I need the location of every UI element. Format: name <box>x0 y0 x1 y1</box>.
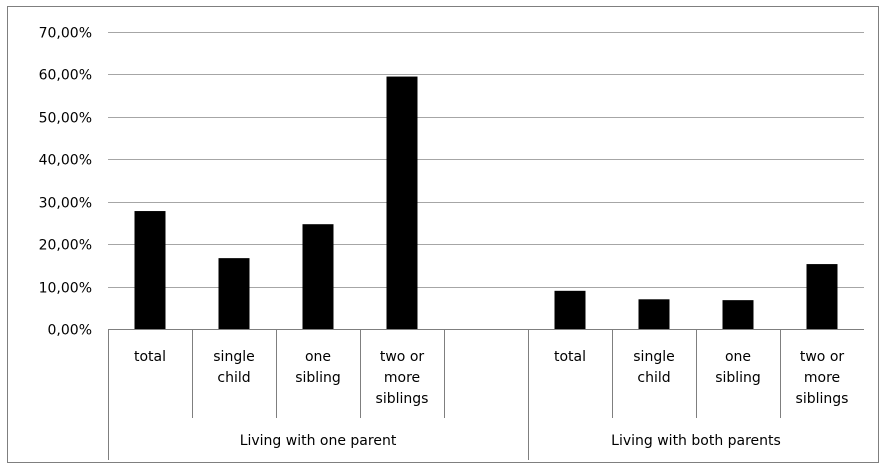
category-label: two or <box>800 349 845 365</box>
group-label: Living with both parents <box>611 433 781 449</box>
group-labels: Living with one parent Living with both p… <box>240 433 781 449</box>
category-label: single <box>213 349 254 365</box>
category-labels: total single child one sibling two or more sibl… <box>134 349 848 407</box>
y-tick-label: 20,00% <box>39 238 92 254</box>
gridlines <box>108 32 864 330</box>
category-label: more <box>804 370 840 386</box>
chart-border <box>7 6 879 463</box>
category-label: one <box>725 349 751 365</box>
category-label: single <box>633 349 674 365</box>
bar <box>134 211 166 329</box>
y-tick-label: 50,00% <box>39 111 92 127</box>
bar <box>638 299 670 329</box>
y-tick-label: 30,00% <box>39 196 92 212</box>
category-label: total <box>134 349 166 365</box>
category-label: child <box>217 370 250 386</box>
y-tick-label: 0,00% <box>48 323 92 339</box>
category-label: two or <box>380 349 425 365</box>
bar <box>218 258 250 329</box>
category-label: total <box>554 349 586 365</box>
bar <box>386 76 418 329</box>
group-label: Living with one parent <box>240 433 397 449</box>
bar <box>806 264 838 329</box>
category-label: more <box>384 370 420 386</box>
bar <box>722 300 754 329</box>
category-label: siblings <box>376 391 429 407</box>
y-tick-label: 40,00% <box>39 153 92 169</box>
category-label: sibling <box>295 370 341 386</box>
y-tick-label: 70,00% <box>39 26 92 42</box>
x-axis <box>108 329 781 460</box>
category-label: sibling <box>715 370 761 386</box>
bar <box>554 290 586 329</box>
category-label: child <box>637 370 670 386</box>
category-label: siblings <box>796 391 849 407</box>
bar <box>302 224 334 329</box>
category-label: one <box>305 349 331 365</box>
y-axis-tick-labels: 0,00% 10,00% 20,00% 30,00% 40,00% 50,00% 60,00… <box>39 26 92 339</box>
bars <box>134 76 838 329</box>
y-tick-label: 10,00% <box>39 281 92 297</box>
y-tick-label: 60,00% <box>39 68 92 84</box>
